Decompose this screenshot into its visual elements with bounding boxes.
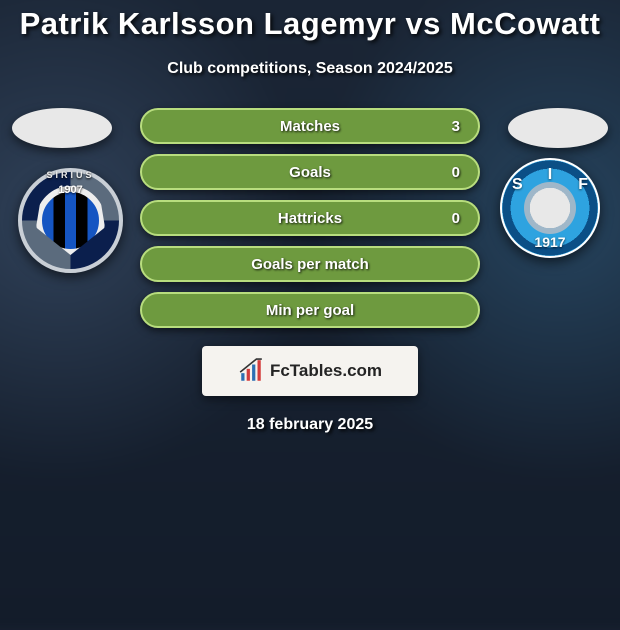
team-badge-right-year: 1917: [502, 234, 598, 250]
stat-value-right: 0: [452, 156, 460, 188]
source-logo: FcTables.com: [202, 346, 418, 396]
comparison-stage: SIRIUS 1907 S I F 1917 Matches 3 Goals 0…: [0, 108, 620, 338]
team-badge-left-year: 1907: [22, 184, 119, 196]
stat-label: Hattricks: [142, 202, 478, 234]
date: 18 february 2025: [0, 416, 620, 434]
team-badge-left: SIRIUS 1907: [18, 168, 123, 273]
team-badge-right: S I F 1917: [500, 158, 600, 258]
bar-chart-icon: [238, 358, 264, 384]
subtitle: Club competitions, Season 2024/2025: [0, 60, 620, 78]
player-photo-left: [12, 108, 112, 148]
team-badge-left-name: SIRIUS: [22, 170, 119, 180]
stat-label: Goals: [142, 156, 478, 188]
stat-pill-hattricks: Hattricks 0: [140, 200, 480, 236]
stat-value-right: 3: [452, 110, 460, 142]
team-badge-right-f: F: [578, 176, 588, 194]
stat-pill-goals: Goals 0: [140, 154, 480, 190]
stat-value-right: 0: [452, 202, 460, 234]
stat-pill-gpm: Goals per match: [140, 246, 480, 282]
stat-pills: Matches 3 Goals 0 Hattricks 0 Goals per …: [140, 108, 480, 328]
comparison-card: Patrik Karlsson Lagemyr vs McCowatt Club…: [0, 0, 620, 580]
stat-pill-mpg: Min per goal: [140, 292, 480, 328]
stat-pill-matches: Matches 3: [140, 108, 480, 144]
player-photo-right: [508, 108, 608, 148]
stat-label: Matches: [142, 110, 478, 142]
page-title: Patrik Karlsson Lagemyr vs McCowatt: [0, 6, 620, 42]
source-logo-text: FcTables.com: [270, 361, 382, 381]
stat-label: Min per goal: [142, 294, 478, 326]
stat-label: Goals per match: [142, 248, 478, 280]
